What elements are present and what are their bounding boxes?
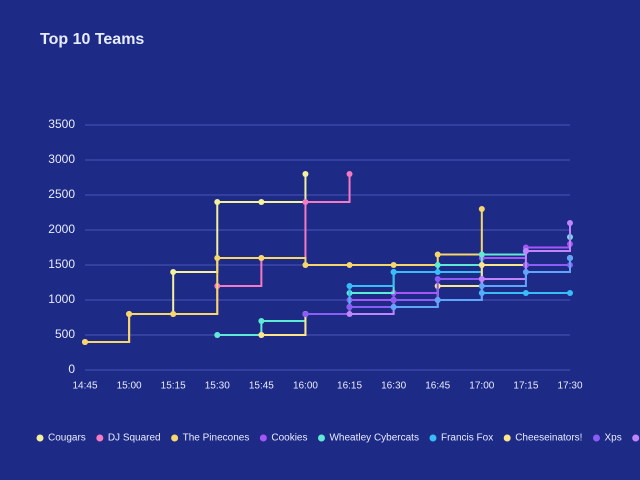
x-tick-label: 17:30 [557,381,582,392]
x-tick-label: 16:45 [425,381,450,392]
point [434,262,441,268]
point [522,290,529,296]
legend-marker [36,434,44,442]
point [302,199,309,205]
point [478,283,485,289]
legend-marker [96,434,104,442]
point [390,297,397,303]
legend-label: Cheeseinators! [515,433,582,444]
point [390,269,397,275]
x-tick-label: 15:30 [205,381,230,392]
point [346,171,353,177]
point [170,311,177,317]
x-tick-label: 15:45 [249,381,274,392]
legend-marker [632,434,640,442]
x-tick-label: 16:00 [293,381,318,392]
legend-marker [171,434,179,442]
x-tick-label: 16:30 [381,381,406,392]
legend-marker [592,434,600,442]
chart-title: Top 10 Teams [40,31,144,48]
legend-marker [259,434,267,442]
point [478,206,485,212]
point [302,311,309,317]
y-tick-label: 1500 [48,257,75,271]
x-tick-label: 15:15 [161,381,186,392]
legend-label: Francis Fox [441,433,493,444]
legend-label: The Pinecones [183,433,250,444]
point [258,332,265,338]
legend-label: DJ Squared [108,433,161,444]
x-tick-label: 16:15 [337,381,362,392]
point [522,248,529,254]
point [346,262,353,268]
x-tick-label: 14:45 [72,381,97,392]
point [346,283,353,289]
y-tick-label: 0 [68,362,75,376]
point [170,269,177,275]
legend-marker [429,434,437,442]
x-tick-label: 15:00 [117,381,142,392]
x-tick-label: 17:00 [469,381,494,392]
y-tick-label: 500 [55,327,75,341]
y-tick-label: 2500 [48,187,75,201]
point [390,304,397,310]
point [214,255,221,261]
point [302,171,309,177]
legend-marker [503,434,511,442]
point [214,332,221,338]
y-tick-label: 1000 [48,292,75,306]
point [567,220,573,226]
x-tick-label: 17:15 [513,381,538,392]
point [258,318,265,324]
point [434,251,441,258]
point [214,199,221,205]
y-tick-label: 3500 [48,117,75,131]
legend-label: Xps [604,433,621,444]
y-tick-label: 3000 [48,152,75,166]
point [567,290,573,296]
point [346,311,353,317]
legend-marker [317,434,325,442]
point [434,297,441,303]
step-line [85,209,483,343]
point [302,262,309,268]
point [126,311,133,317]
point [82,339,88,345]
point [522,269,529,275]
y-tick-label: 2000 [48,222,75,236]
point [434,276,441,282]
point [434,269,441,275]
point [478,262,485,268]
point [258,199,265,205]
point [346,304,353,310]
point [567,255,573,261]
point [258,255,265,261]
point [478,251,485,258]
legend-label: Cookies [271,433,307,444]
point [390,262,397,268]
point [478,276,485,282]
legend-label: Cougars [48,433,86,444]
legend-label: Wheatley Cybercats [329,433,418,444]
